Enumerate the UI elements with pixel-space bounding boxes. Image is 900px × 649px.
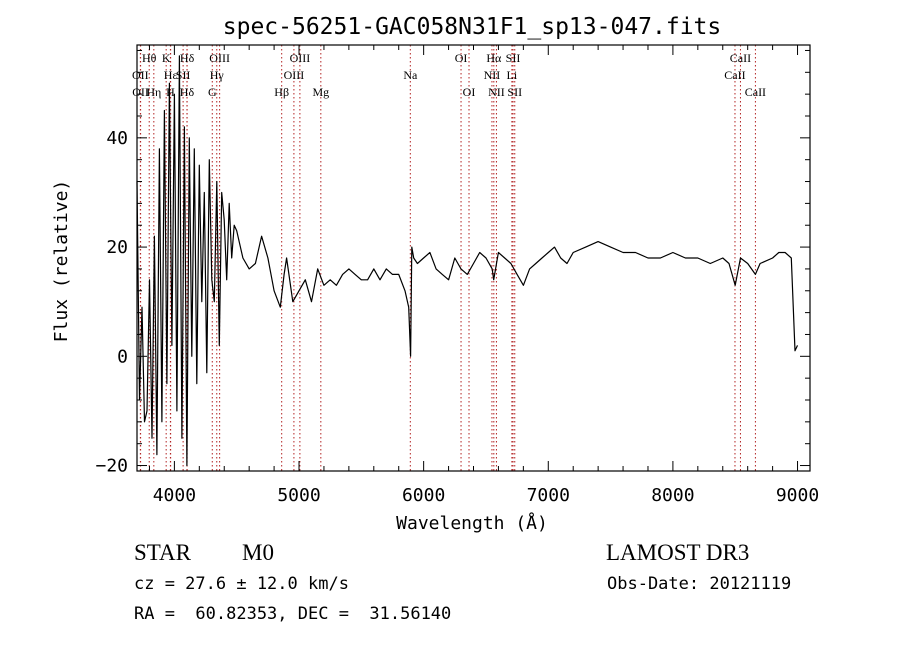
- object-subclass: M0: [242, 540, 274, 565]
- line-label: OII: [132, 68, 149, 82]
- line-label: Hε: [164, 68, 178, 82]
- line-label: H: [166, 85, 175, 99]
- line-label: Hδ: [180, 85, 195, 99]
- x-tick-label: 8000: [651, 485, 694, 506]
- line-label: OI: [455, 51, 468, 65]
- x-tick-label: 7000: [527, 485, 570, 506]
- line-label: Hθ: [142, 51, 157, 65]
- line-label: Hη: [146, 85, 161, 99]
- line-markers: [139, 45, 756, 471]
- line-label: G: [208, 85, 217, 99]
- spectrum-line: [136, 55, 799, 467]
- line-label: OI: [463, 85, 476, 99]
- line-label: CaII: [724, 68, 745, 82]
- line-label: OIII: [284, 68, 305, 82]
- line-label: NII: [484, 68, 501, 82]
- y-tick-label: −20: [95, 456, 128, 477]
- x-tick-label: 6000: [402, 485, 445, 506]
- x-axis-ticks: 4000 5000 6000 7000 8000 9000: [148, 45, 819, 506]
- line-label: Hγ: [210, 68, 225, 82]
- redshift-text: cz = 27.6 ± 12.0 km/s: [134, 574, 349, 594]
- obs-date-text: Obs-Date: 20121119: [607, 574, 791, 594]
- coordinates-text: RA = 60.82353, DEC = 31.56140: [134, 604, 451, 624]
- line-label: SII: [506, 51, 521, 65]
- spectrum-group: [136, 55, 799, 467]
- line-label: Na: [403, 68, 418, 82]
- line-label: Hα: [486, 51, 502, 65]
- line-label: Hδ: [180, 51, 195, 65]
- survey-name: LAMOST DR3: [606, 540, 749, 565]
- plot-frame: [136, 44, 811, 472]
- x-tick-label: 4000: [153, 485, 196, 506]
- chart-title: spec-56251-GAC058N31F1_sp13-047.fits: [223, 14, 722, 40]
- x-axis-label: Wavelength (Å): [396, 512, 548, 534]
- line-label: SII: [176, 68, 191, 82]
- line-label: Li: [507, 68, 518, 82]
- y-axis-ticks: −20 0 20 40: [95, 49, 810, 477]
- line-label: OIII: [290, 51, 311, 65]
- x-tick-label: 5000: [277, 485, 320, 506]
- line-label: OIII: [209, 51, 230, 65]
- line-label: Mg: [312, 85, 329, 99]
- line-label: NII: [488, 85, 505, 99]
- y-tick-label: 20: [106, 237, 128, 258]
- line-label: SII: [507, 85, 522, 99]
- x-tick-label: 9000: [776, 485, 819, 506]
- y-tick-label: 0: [117, 346, 128, 367]
- line-label: CaII: [745, 85, 766, 99]
- y-tick-label: 40: [106, 128, 128, 149]
- line-label: CaII: [730, 51, 751, 65]
- object-class: STAR: [134, 540, 192, 565]
- y-axis-label: Flux (relative): [51, 180, 72, 343]
- line-label: K: [162, 51, 171, 65]
- line-label: Hβ: [274, 85, 289, 99]
